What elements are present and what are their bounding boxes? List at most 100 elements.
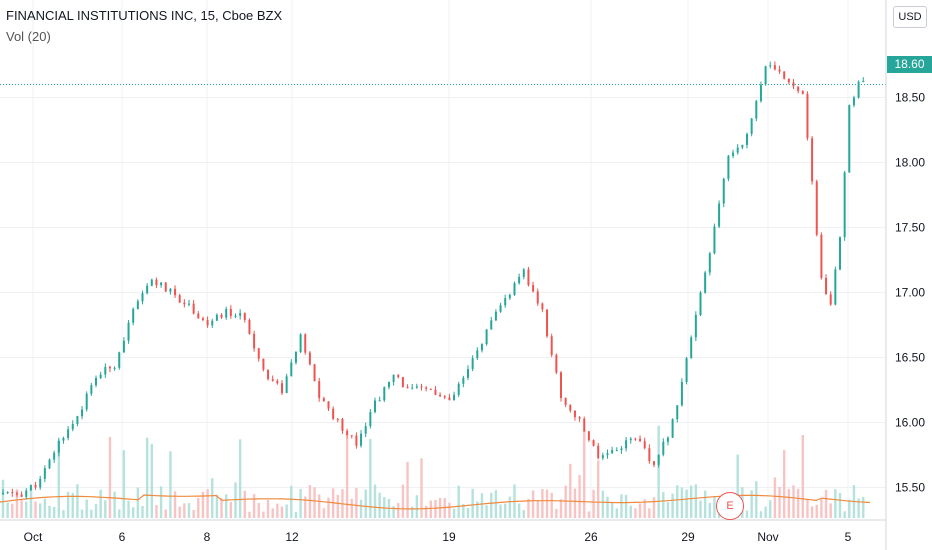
candle-body — [699, 292, 702, 315]
candle-body — [471, 358, 474, 370]
volume-bar — [378, 492, 381, 518]
volume-bar — [294, 511, 298, 518]
volume-bar — [229, 501, 233, 518]
volume-bar — [764, 506, 767, 518]
volume-bar — [708, 502, 711, 518]
candle-body — [15, 493, 18, 495]
volume-bar — [411, 506, 414, 518]
volume-bar — [843, 511, 846, 518]
volume-bar — [476, 501, 479, 518]
candle-body — [336, 418, 339, 420]
candle-body — [2, 492, 4, 494]
candle-body — [453, 394, 456, 401]
candle-body — [113, 367, 116, 369]
volume-bar — [271, 508, 274, 518]
candle-body — [769, 65, 772, 67]
volume-bar — [787, 489, 791, 518]
earnings-marker[interactable]: E — [716, 492, 744, 520]
volume-bar — [150, 443, 153, 518]
volume-bar — [759, 511, 763, 518]
time-axis[interactable]: Oct 6 8 12 19 26 29 Nov 5 — [24, 530, 852, 544]
candle-body — [425, 387, 428, 389]
volume-indicator-label[interactable]: Vol (20) — [6, 29, 51, 44]
volume-bar — [132, 507, 135, 518]
volume-bar — [420, 458, 423, 518]
volume-bar — [457, 485, 460, 518]
volume-bar — [308, 485, 312, 518]
candle-body — [704, 272, 707, 293]
volume-bar — [703, 490, 707, 518]
candle-body — [722, 178, 725, 204]
candle-body — [653, 461, 655, 465]
volume-bar — [118, 509, 121, 518]
volume-bar — [192, 510, 195, 518]
volume-bar — [66, 491, 70, 518]
volume-bar — [634, 508, 637, 518]
candle-body — [457, 383, 460, 395]
volume-bar — [113, 491, 116, 518]
candle-body — [615, 450, 618, 452]
candle-body — [462, 377, 465, 384]
volume-bar — [43, 498, 47, 518]
candle-body — [248, 319, 251, 334]
candle-body — [350, 435, 353, 437]
volume-bar — [624, 494, 628, 518]
candle-body — [257, 348, 260, 359]
volume-bar — [76, 484, 79, 518]
volume-bar — [397, 503, 400, 518]
volume-bar — [373, 484, 377, 518]
x-tick-label: 19 — [442, 530, 456, 544]
candle-body — [127, 322, 130, 341]
volume-bar — [359, 499, 363, 518]
x-tick-label: 26 — [584, 530, 598, 544]
volume-bar — [34, 501, 37, 518]
volume-bar — [583, 429, 586, 518]
candle-body — [639, 438, 642, 442]
volume-bar — [452, 508, 456, 518]
candle-body — [764, 66, 767, 85]
volume-bar — [638, 503, 642, 518]
volume-bar — [364, 489, 367, 518]
currency-button[interactable]: USD — [893, 6, 927, 28]
candle-body — [485, 329, 488, 345]
candle-body — [406, 386, 409, 389]
volume-bar — [541, 489, 544, 518]
volume-bar — [280, 506, 284, 518]
candle-body — [448, 397, 451, 401]
candle-body — [267, 369, 270, 380]
candle-body — [862, 80, 865, 82]
volume-bar — [699, 500, 702, 518]
volume-bar — [857, 498, 860, 518]
volume-bar — [434, 500, 437, 518]
candle-body — [778, 69, 781, 72]
candle-body — [71, 423, 74, 430]
candle-body — [480, 344, 483, 351]
candle-body — [797, 86, 800, 92]
candle-body — [155, 279, 158, 286]
volume-bar — [662, 492, 665, 518]
candle-body — [504, 298, 507, 306]
candle-body — [253, 333, 256, 349]
candle-body — [634, 438, 637, 440]
candle-body — [415, 386, 418, 388]
candle-body — [160, 282, 163, 286]
volume-bar — [197, 497, 200, 518]
candle-body — [285, 376, 288, 394]
volume-bar — [829, 503, 832, 518]
candle-body — [801, 91, 804, 94]
volume-bar — [313, 487, 316, 518]
candle-body — [536, 291, 539, 304]
volume-bar — [206, 489, 209, 518]
volume-bar — [136, 487, 140, 518]
volume-bar — [480, 493, 484, 518]
candle-body — [611, 450, 614, 454]
candle-body — [508, 294, 511, 299]
candle-body — [806, 93, 809, 139]
price-axis[interactable]: 15.50 16.00 16.50 17.00 17.50 18.00 18.50 — [895, 91, 925, 495]
volume-bar — [327, 497, 330, 518]
candle-body — [397, 374, 400, 378]
volume-bar — [555, 508, 558, 518]
candle-body — [787, 78, 790, 83]
candle-body — [332, 408, 335, 419]
